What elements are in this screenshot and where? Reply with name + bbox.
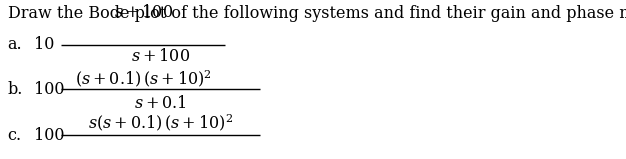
- Text: $s + 0.1$: $s + 0.1$: [134, 93, 187, 111]
- Text: b.: b.: [8, 81, 23, 97]
- Text: $s + 100$: $s + 100$: [114, 3, 173, 20]
- Text: 10: 10: [34, 36, 55, 53]
- Text: $s^2(s + 10)\,(s + 100)$: $s^2(s + 10)\,(s + 100)$: [85, 158, 236, 159]
- Text: 100: 100: [34, 81, 65, 97]
- Text: c.: c.: [8, 127, 22, 144]
- Text: Draw the Bode plot of the following systems and find their gain and phase margin: Draw the Bode plot of the following syst…: [8, 5, 626, 22]
- Text: 100: 100: [34, 127, 65, 144]
- Text: a.: a.: [8, 36, 22, 53]
- Text: $s(s + 0.1)\,(s + 10)^2$: $s(s + 0.1)\,(s + 10)^2$: [88, 112, 233, 133]
- Text: $(s + 0.1)\,(s + 10)^2$: $(s + 0.1)\,(s + 10)^2$: [75, 68, 212, 89]
- Text: $s + 100$: $s + 100$: [131, 47, 190, 64]
